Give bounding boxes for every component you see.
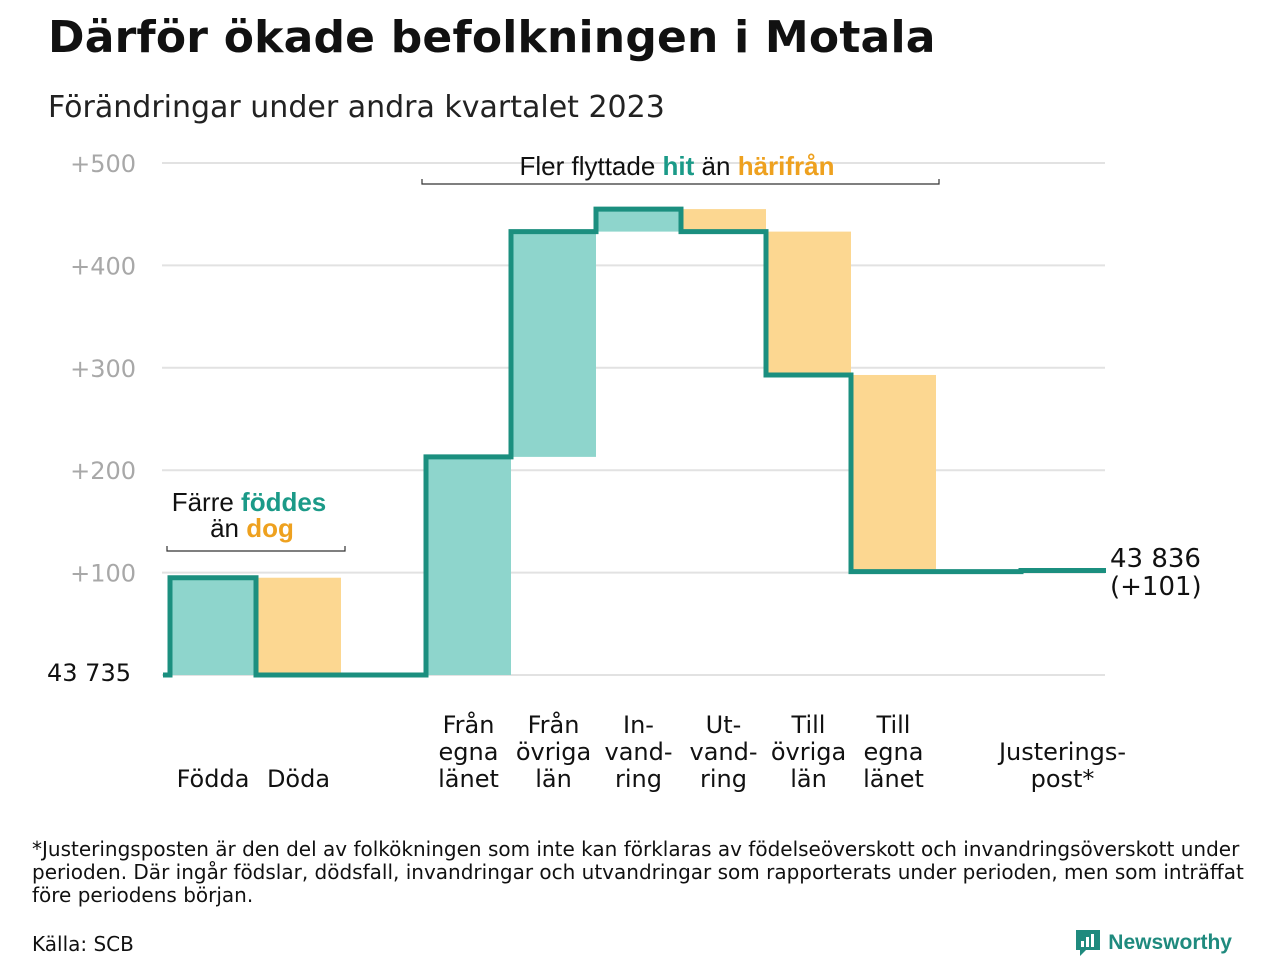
y-tick-label: +300 <box>70 355 136 383</box>
category-label: Till <box>791 711 826 739</box>
category-label: övriga <box>516 738 591 766</box>
end-value-label: 43 836 <box>1110 544 1201 574</box>
increase-bar <box>596 209 681 232</box>
category-label: ring <box>615 765 662 793</box>
category-label: In- <box>623 711 654 739</box>
cumulative-step-line <box>163 206 1106 678</box>
chart-title: Därför ökade befolkningen i Motala <box>48 12 936 63</box>
category-label: egna <box>439 738 499 766</box>
migration-bracket <box>421 179 940 185</box>
decrease-bar <box>851 374 936 572</box>
category-label: vand- <box>604 738 672 766</box>
brand-name: Newsworthy <box>1108 931 1232 954</box>
brand-logo: Newsworthy <box>1074 928 1232 958</box>
births-annotation-text: Färre <box>172 487 241 517</box>
source-note: Källa: SCB <box>32 932 134 956</box>
category-label: egna <box>864 738 924 766</box>
outflow-highlight: härifrån <box>738 151 835 181</box>
step-line <box>163 206 1106 678</box>
y-tick-label: +100 <box>70 560 136 588</box>
chart-subtitle: Förändringar under andra kvartalet 2023 <box>48 90 665 125</box>
decrease-bar <box>256 577 341 675</box>
category-label: Justerings- <box>997 738 1126 766</box>
increase-bar <box>426 456 511 675</box>
deaths-highlight: dog <box>246 513 294 543</box>
category-label: Från <box>528 710 580 739</box>
y-tick-label: +400 <box>70 252 136 280</box>
category-label: Till <box>876 711 911 739</box>
newsworthy-logo-icon <box>1076 930 1101 956</box>
waterfall-chart: +500+400+300+200+100 Födda DödaFrånegnalä… <box>47 150 1202 793</box>
category-label: ring <box>700 765 747 793</box>
category-label: länet <box>438 765 499 793</box>
category-label: länet <box>863 765 924 793</box>
migration-annotation: Fler flyttade hit än härifrån <box>519 151 834 181</box>
inflow-highlight: hit <box>663 151 695 181</box>
category-label: Från <box>443 710 495 739</box>
increase-bar <box>170 577 256 675</box>
migration-annotation-text: än <box>694 151 737 181</box>
bars <box>170 209 1106 675</box>
category-label: län <box>790 765 827 793</box>
births-annotation-line2: än dog <box>210 513 294 543</box>
births-highlight: föddes <box>241 487 326 517</box>
footnote: *Justeringsposten är den del av folkökni… <box>32 837 1244 907</box>
category-label: Ut- <box>706 711 742 739</box>
category-label: Döda <box>267 765 330 793</box>
decrease-bar <box>766 231 851 375</box>
end-value-label: (+101) <box>1110 572 1202 602</box>
births-bracket <box>166 546 346 552</box>
decrease-bar <box>681 209 766 232</box>
category-label: övriga <box>771 738 846 766</box>
category-label: Födda <box>177 765 250 793</box>
increase-bar <box>511 231 596 457</box>
category-label: vand- <box>689 738 757 766</box>
births-annotation-text: än <box>210 513 246 543</box>
category-label: post* <box>1031 765 1095 793</box>
births-annotation-line1: Färre föddes <box>172 487 327 517</box>
category-label: län <box>535 765 572 793</box>
y-tick-label: +500 <box>70 150 136 178</box>
labels: Födda DödaFrånegnalänetFrånövrigalänIn-va… <box>47 544 1202 793</box>
baseline-value-label: 43 735 <box>47 659 131 687</box>
y-tick-label: +200 <box>70 457 136 485</box>
migration-annotation-text: Fler flyttade <box>519 151 662 181</box>
